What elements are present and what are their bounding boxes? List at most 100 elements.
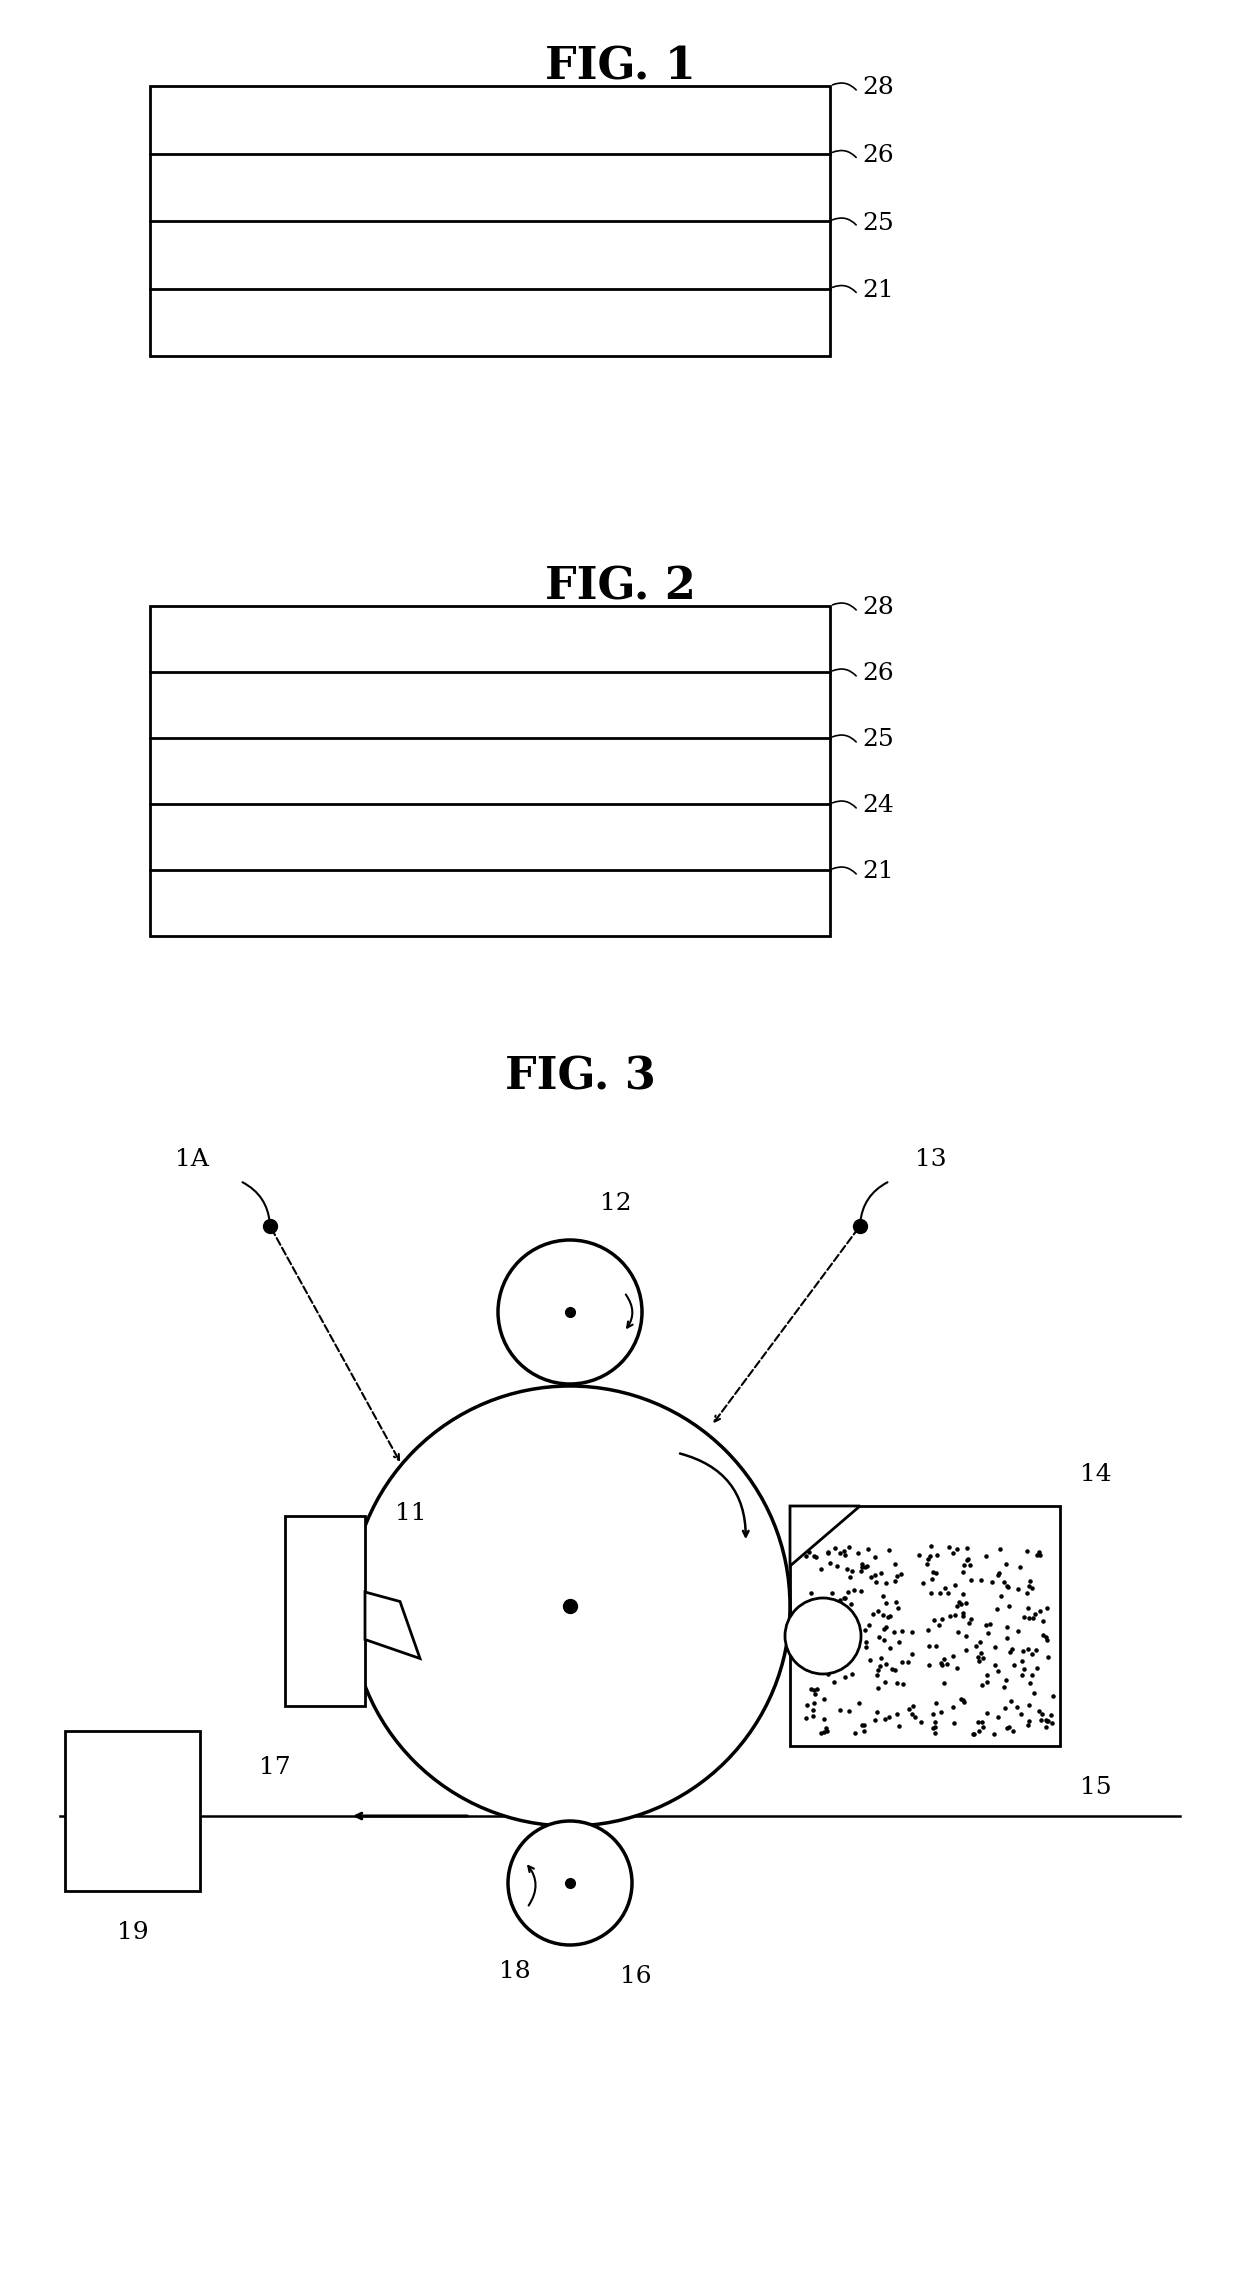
Point — [959, 1541, 978, 1577]
Point — [1030, 1701, 1050, 1737]
Point — [947, 1529, 967, 1566]
Point — [978, 1614, 998, 1650]
Point — [856, 1548, 875, 1584]
Point — [851, 1573, 870, 1609]
Point — [994, 1689, 1014, 1726]
Bar — [150, 87, 830, 357]
Point — [873, 1598, 893, 1634]
Point — [997, 1710, 1017, 1747]
Point — [956, 1618, 976, 1655]
Text: FIG. 2: FIG. 2 — [544, 567, 696, 608]
Point — [820, 1600, 839, 1637]
Point — [990, 1529, 1009, 1566]
Point — [800, 1634, 820, 1671]
Point — [1022, 1570, 1042, 1607]
Point — [968, 1639, 988, 1676]
Point — [822, 1575, 842, 1612]
Text: 1A: 1A — [175, 1148, 208, 1170]
Point — [848, 1534, 868, 1570]
Point — [1024, 1673, 1044, 1710]
Point — [825, 1600, 844, 1637]
Point — [892, 1557, 911, 1593]
Point — [997, 1609, 1017, 1646]
Point — [918, 1612, 937, 1648]
Point — [838, 1529, 858, 1566]
Point — [993, 1564, 1013, 1600]
Point — [1011, 1696, 1030, 1733]
Point — [947, 1650, 967, 1687]
Point — [946, 1586, 966, 1623]
Point — [944, 1639, 963, 1676]
Point — [961, 1600, 981, 1637]
Point — [971, 1634, 991, 1671]
Text: 12: 12 — [600, 1191, 631, 1214]
Point — [875, 1664, 895, 1701]
Point — [977, 1607, 997, 1644]
Point — [856, 1623, 875, 1660]
Point — [931, 1694, 951, 1731]
Point — [923, 1696, 942, 1733]
Point — [805, 1596, 825, 1632]
Point — [875, 1584, 895, 1621]
Point — [965, 1714, 985, 1751]
Text: 26: 26 — [862, 663, 894, 686]
Point — [1008, 1614, 1028, 1650]
Point — [1017, 1575, 1037, 1612]
Circle shape — [350, 1385, 790, 1827]
Point — [945, 1596, 965, 1632]
Point — [1030, 1536, 1050, 1573]
Point — [963, 1714, 983, 1751]
Point — [924, 1602, 944, 1639]
Point — [825, 1529, 844, 1566]
Point — [867, 1564, 887, 1600]
Point — [808, 1646, 828, 1682]
Point — [999, 1589, 1019, 1625]
Point — [818, 1632, 838, 1669]
Text: 18: 18 — [500, 1959, 531, 1982]
Point — [986, 1646, 1006, 1682]
Point — [1019, 1568, 1039, 1605]
Point — [973, 1710, 993, 1747]
Point — [901, 1614, 921, 1650]
Point — [1038, 1623, 1058, 1660]
Bar — [285, 1516, 365, 1705]
Point — [1021, 1664, 1040, 1701]
Point — [985, 1717, 1004, 1753]
Bar — [64, 1731, 200, 1891]
Point — [898, 1644, 918, 1680]
Point — [1028, 1536, 1048, 1573]
Point — [821, 1545, 841, 1582]
Point — [873, 1577, 893, 1614]
Point — [818, 1534, 838, 1570]
Point — [852, 1708, 872, 1744]
Point — [952, 1554, 972, 1591]
Point — [921, 1527, 941, 1564]
Point — [830, 1692, 849, 1728]
Text: 28: 28 — [862, 597, 894, 620]
Point — [802, 1692, 822, 1728]
Point — [879, 1532, 899, 1568]
Point — [1004, 1646, 1024, 1682]
Point — [892, 1612, 911, 1648]
Point — [856, 1628, 875, 1664]
Text: 26: 26 — [862, 144, 894, 167]
Point — [970, 1644, 990, 1680]
Point — [844, 1570, 864, 1607]
Point — [970, 1712, 990, 1749]
Point — [987, 1591, 1007, 1628]
Point — [817, 1534, 837, 1570]
Point — [926, 1685, 946, 1721]
Point — [867, 1694, 887, 1731]
Point — [816, 1616, 836, 1653]
Point — [1023, 1634, 1043, 1671]
Point — [1027, 1632, 1047, 1669]
Point — [801, 1575, 821, 1612]
Point — [883, 1650, 903, 1687]
Point — [931, 1644, 951, 1680]
Point — [854, 1712, 874, 1749]
Point — [879, 1698, 899, 1735]
Point — [1042, 1696, 1061, 1733]
Text: 25: 25 — [862, 213, 894, 235]
Point — [955, 1545, 975, 1582]
Point — [899, 1692, 919, 1728]
